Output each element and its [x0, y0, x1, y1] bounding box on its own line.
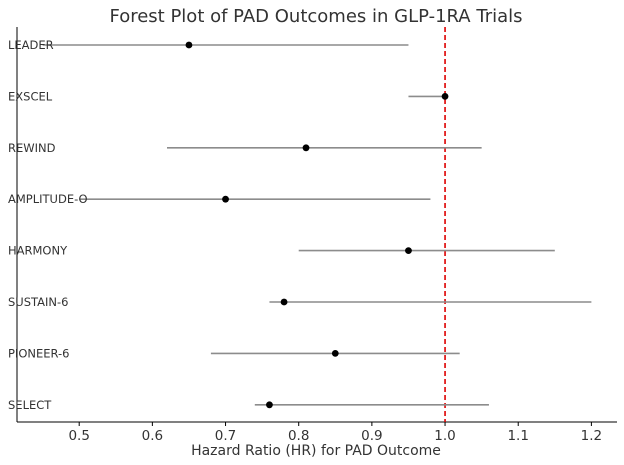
study-label-rewind: REWIND	[8, 141, 56, 155]
x-tick-label: 0.5	[68, 428, 89, 444]
study-label-select: SELECT	[8, 398, 52, 412]
hr-point-pioneer-6	[331, 350, 339, 357]
chart-title: Forest Plot of PAD Outcomes in GLP-1RA T…	[109, 6, 522, 27]
study-label-layer: LEADER EXSCEL REWIND AMPLITUDE-O HARMONY SUST…	[8, 38, 88, 412]
hr-point-sustain-6	[280, 298, 288, 306]
hr-point-select	[266, 401, 273, 409]
hr-point-amplitude-o	[222, 195, 229, 203]
plot-area	[16, 27, 617, 423]
x-tick-label: 0.7	[215, 428, 236, 444]
study-label-leader: LEADER	[8, 38, 54, 52]
x-tick-label: 0.8	[288, 428, 309, 444]
x-tick-label: 0.9	[361, 428, 382, 444]
hazard-ratio-point-layer	[185, 41, 449, 409]
study-label-sustain-6: SUSTAIN-6	[8, 295, 68, 309]
x-tick-label: 1.2	[581, 428, 602, 444]
confidence-interval-layer	[42, 44, 592, 406]
study-label-exscel: EXSCEL	[8, 89, 53, 103]
hr-point-rewind	[302, 144, 310, 152]
x-tick-label: 1.1	[507, 428, 528, 444]
hr-point-leader	[185, 41, 193, 49]
study-label-amplitude-o: AMPLITUDE-O	[8, 192, 88, 206]
x-tick-label: 1.0	[434, 428, 455, 444]
hr-point-harmony	[405, 247, 412, 255]
hr-point-exscel	[441, 93, 449, 100]
x-axis-label: Hazard Ratio (HR) for PAD Outcome	[191, 443, 441, 459]
study-label-harmony: HARMONY	[8, 244, 68, 258]
x-tick-layer: 0.5 0.6 0.7 0.8 0.9 1.0 1.1 1.2	[68, 422, 602, 444]
study-label-pioneer-6: PIONEER-6	[8, 346, 70, 360]
x-tick-label: 0.6	[142, 428, 163, 444]
